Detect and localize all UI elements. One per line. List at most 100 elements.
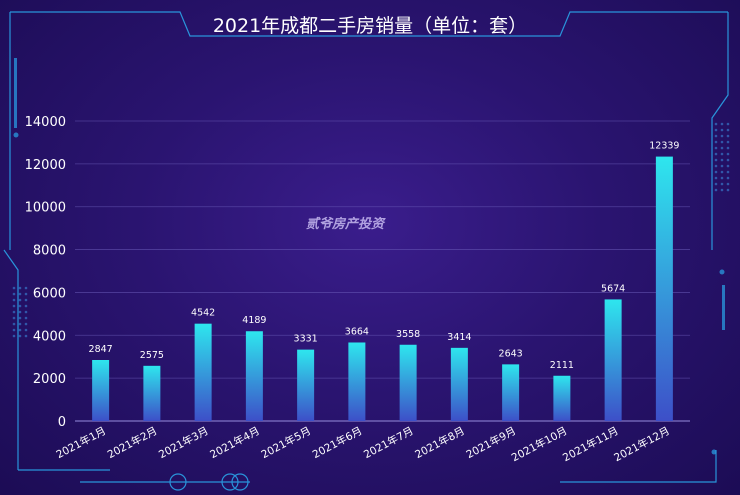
data-label: 2111	[550, 360, 574, 371]
dot	[726, 134, 730, 138]
y-tick-label: 4000	[33, 329, 66, 344]
dot	[720, 140, 724, 144]
data-labels: 2847 2575 4542 4189 3331 3664 3558 3414 2643 2111…	[89, 141, 680, 371]
data-label: 3331	[294, 334, 318, 345]
dot	[726, 152, 730, 156]
x-tick-label: 2021年4月	[208, 424, 262, 461]
dot	[12, 322, 16, 326]
dot	[18, 292, 22, 296]
bar	[502, 364, 520, 421]
dot	[714, 146, 718, 150]
dot	[24, 304, 28, 308]
dot	[726, 122, 730, 126]
dot	[720, 176, 724, 180]
bar	[348, 342, 366, 421]
dot	[720, 128, 724, 132]
dot	[12, 310, 16, 314]
dot	[726, 140, 730, 144]
x-tick-label: 2021年5月	[259, 424, 313, 461]
dot	[720, 146, 724, 150]
dot	[714, 122, 718, 126]
x-tick-label: 2021年3月	[156, 424, 210, 461]
dot	[12, 304, 16, 308]
dot	[714, 152, 718, 156]
data-label: 4542	[191, 308, 215, 319]
y-tick-label: 8000	[33, 244, 66, 259]
data-label: 3558	[396, 329, 420, 340]
dot	[18, 316, 22, 320]
dot	[720, 170, 724, 174]
dot	[24, 328, 28, 332]
dot	[24, 310, 28, 314]
dot	[720, 158, 724, 162]
bar	[92, 359, 110, 421]
dot	[726, 176, 730, 180]
dot	[24, 322, 28, 326]
x-axis: 2021年1月2021年2月2021年3月2021年4月2021年5月2021年…	[54, 424, 672, 464]
y-tick-label: 2000	[33, 372, 66, 387]
y-tick-label: 12000	[25, 158, 66, 173]
dot	[720, 164, 724, 168]
dot	[12, 292, 16, 296]
dot	[726, 188, 730, 192]
dot	[714, 182, 718, 186]
chart-title: 2021年成都二手房销量（单位：套）	[213, 15, 527, 37]
decorative-dots	[13, 58, 725, 455]
dot	[12, 334, 16, 338]
dot	[12, 328, 16, 332]
dot	[720, 122, 724, 126]
dot	[24, 292, 28, 296]
dot	[714, 164, 718, 168]
dot	[726, 164, 730, 168]
dot	[18, 286, 22, 290]
bar	[399, 344, 417, 421]
bar	[143, 365, 161, 421]
bar	[553, 375, 571, 421]
x-tick-label: 2021年12月	[612, 424, 672, 464]
bar	[604, 299, 622, 421]
dot	[12, 316, 16, 320]
dot	[18, 334, 22, 338]
dot	[714, 170, 718, 174]
x-tick-label: 2021年2月	[105, 424, 159, 461]
bar	[655, 156, 673, 422]
data-label: 3414	[447, 332, 471, 343]
dot	[12, 286, 16, 290]
dot	[18, 322, 22, 326]
data-label: 3664	[345, 326, 369, 337]
dot	[726, 158, 730, 162]
dot	[726, 128, 730, 132]
bar	[245, 331, 263, 421]
bar	[297, 349, 315, 421]
data-label: 2575	[140, 350, 164, 361]
dot	[720, 152, 724, 156]
x-tick-label: 2021年10月	[509, 424, 569, 464]
y-tick-label: 0	[58, 415, 66, 430]
dot	[726, 182, 730, 186]
dot	[726, 146, 730, 150]
y-axis: 0 2000 4000 6000 8000 10000 12000 14000	[25, 115, 66, 430]
data-label: 12339	[649, 141, 679, 152]
watermark-text: 贰爷房产投资	[306, 216, 386, 232]
dot	[720, 134, 724, 138]
dot-grid-right	[714, 122, 730, 192]
bars	[92, 156, 673, 422]
dot	[18, 310, 22, 314]
y-tick-label: 10000	[25, 201, 66, 216]
dot	[714, 188, 718, 192]
y-tick-label: 6000	[33, 286, 66, 301]
data-label: 2643	[499, 348, 523, 359]
dot	[714, 128, 718, 132]
dot	[714, 176, 718, 180]
dot	[24, 286, 28, 290]
x-tick-label: 2021年11月	[560, 424, 620, 464]
dot	[24, 334, 28, 338]
dot	[12, 298, 16, 302]
data-label: 2847	[89, 344, 113, 355]
data-label: 4189	[242, 315, 266, 326]
dot	[24, 316, 28, 320]
bar	[450, 347, 468, 421]
dot	[720, 188, 724, 192]
dot	[714, 158, 718, 162]
